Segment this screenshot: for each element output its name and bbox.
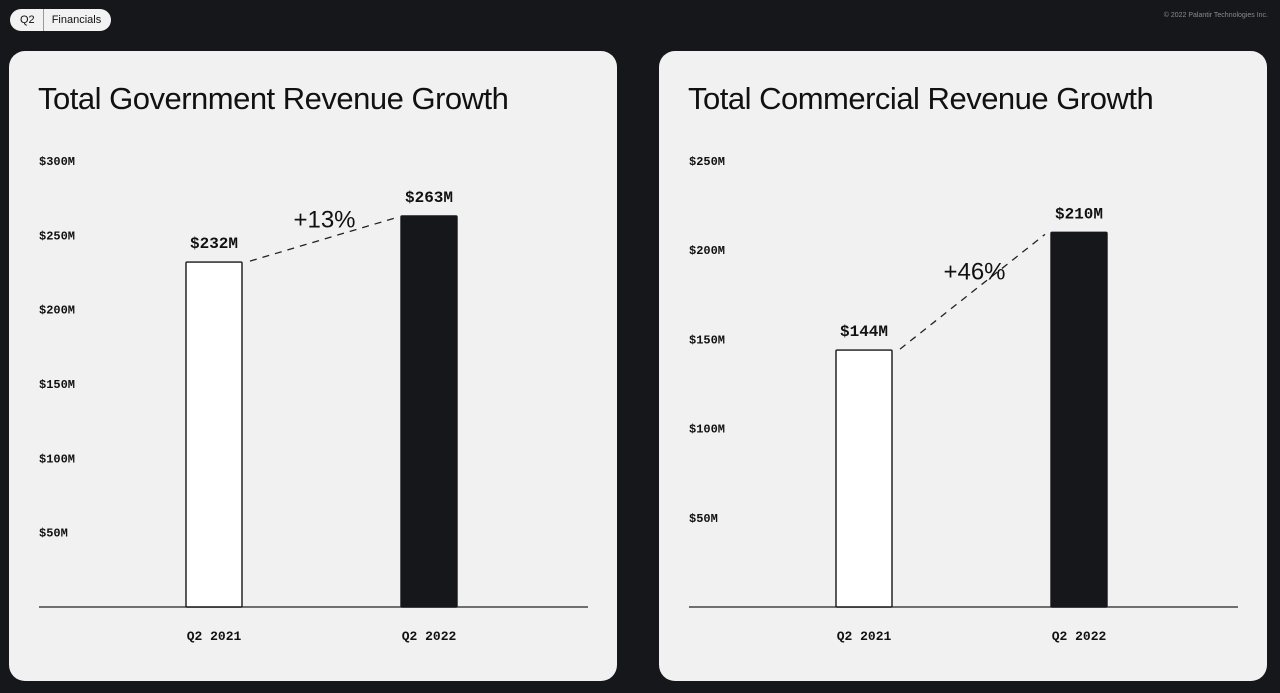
section-pill: Q2 Financials <box>10 9 112 31</box>
x-tick-label: Q2 2021 <box>187 629 242 644</box>
y-tick-label: $300M <box>39 155 75 169</box>
bar-q2-2021 <box>835 349 893 608</box>
growth-percent-label: +13% <box>293 207 355 234</box>
bar-value-label: $232M <box>190 235 238 253</box>
bar-value-label: $210M <box>1055 205 1103 223</box>
x-tick-label: Q2 2021 <box>837 629 892 644</box>
growth-percent-label: +46% <box>943 259 1005 286</box>
y-tick-label: $150M <box>39 378 75 392</box>
quarter-label: Q2 <box>10 9 44 31</box>
bar-q2-2022 <box>1050 231 1108 608</box>
y-tick-label: $250M <box>39 229 75 243</box>
growth-connector-line <box>899 233 1046 350</box>
copyright-text: © 2022 Palantir Technologies Inc. <box>1163 12 1268 19</box>
section-label: Financials <box>51 14 102 26</box>
government-revenue-card: Total Government Revenue Growth $50M $100… <box>9 51 617 681</box>
bar-value-label: $263M <box>405 189 453 207</box>
commercial-revenue-chart: $50M $100M $150M $200M $250M $144M Q2 2021 $210… <box>689 155 1238 644</box>
y-tick-label: $250M <box>689 155 725 169</box>
commercial-revenue-card: Total Commercial Revenue Growth $50M $100… <box>659 51 1267 681</box>
bar-q2-2021 <box>185 261 243 608</box>
y-tick-label: $100M <box>689 423 725 437</box>
government-revenue-chart: $50M $100M $150M $200M $250M $300M $232M Q2 202… <box>39 155 588 644</box>
bar-value-label: $144M <box>840 323 888 341</box>
y-tick-label: $200M <box>39 304 75 318</box>
y-tick-label: $50M <box>39 527 68 541</box>
bar-q2-2022 <box>400 215 458 608</box>
y-tick-label: $200M <box>689 244 725 258</box>
y-tick-label: $50M <box>689 512 718 526</box>
y-tick-label: $150M <box>689 333 725 347</box>
chart-title: Total Government Revenue Growth <box>38 81 509 116</box>
x-tick-label: Q2 2022 <box>402 629 457 644</box>
chart-title: Total Commercial Revenue Growth <box>688 81 1154 116</box>
x-tick-label: Q2 2022 <box>1052 629 1107 644</box>
y-tick-label: $100M <box>39 452 75 466</box>
